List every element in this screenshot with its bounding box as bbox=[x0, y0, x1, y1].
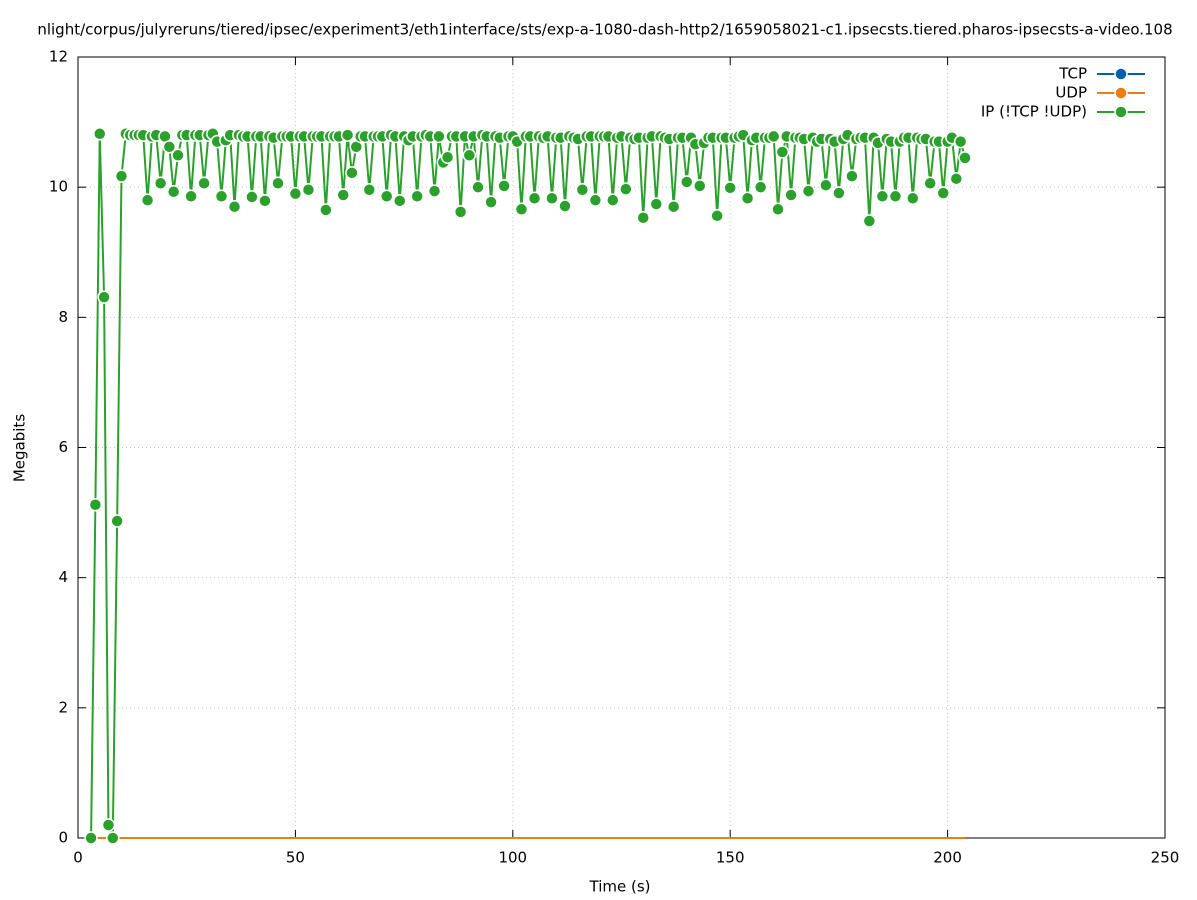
data-point bbox=[679, 175, 694, 189]
data-point bbox=[693, 179, 707, 193]
data-point bbox=[862, 214, 877, 228]
data-point bbox=[410, 189, 424, 204]
data-point bbox=[558, 199, 572, 213]
data-point bbox=[162, 140, 177, 154]
data-point bbox=[666, 199, 681, 214]
data-point bbox=[545, 191, 559, 205]
data-point bbox=[845, 169, 859, 183]
data-point bbox=[432, 129, 446, 144]
y-tick-label: 2 bbox=[58, 698, 68, 716]
data-point bbox=[953, 134, 968, 149]
chart-title: nlight/corpus/julyreruns/tiered/ipsec/ex… bbox=[37, 21, 1172, 39]
data-point bbox=[619, 182, 633, 196]
data-point bbox=[345, 166, 359, 180]
data-point bbox=[362, 183, 377, 197]
data-point bbox=[875, 189, 890, 204]
data-point bbox=[106, 831, 120, 845]
y-tick-label: 0 bbox=[58, 829, 68, 847]
x-tick-label: 50 bbox=[286, 849, 305, 867]
data-point bbox=[753, 180, 768, 194]
data-point bbox=[575, 183, 590, 197]
data-point bbox=[923, 176, 937, 191]
data-point bbox=[214, 189, 229, 204]
data-point bbox=[271, 176, 285, 191]
data-point bbox=[197, 176, 211, 191]
data-point bbox=[801, 184, 816, 198]
y-axis-label: Megabits bbox=[11, 414, 29, 482]
data-point bbox=[336, 188, 350, 202]
data-point bbox=[114, 169, 129, 183]
data-point bbox=[819, 178, 833, 192]
legend-marker bbox=[1114, 105, 1128, 119]
legend-label: TCP bbox=[1058, 65, 1087, 83]
data-point bbox=[527, 191, 542, 205]
x-tick-label: 150 bbox=[716, 849, 745, 867]
data-point bbox=[723, 181, 737, 195]
data-point bbox=[888, 189, 903, 204]
data-point bbox=[936, 186, 951, 200]
x-tick-label: 250 bbox=[1151, 849, 1180, 867]
data-point bbox=[471, 180, 485, 194]
x-tick-label: 100 bbox=[498, 849, 527, 867]
data-point bbox=[832, 186, 846, 200]
data-point bbox=[440, 150, 455, 164]
y-tick-label: 8 bbox=[58, 308, 68, 326]
data-point bbox=[649, 197, 664, 211]
data-point bbox=[288, 186, 303, 201]
data-point bbox=[258, 194, 272, 208]
data-point bbox=[606, 193, 620, 207]
data-point bbox=[784, 188, 798, 202]
data-point bbox=[958, 151, 972, 165]
data-point bbox=[427, 184, 442, 198]
data-point bbox=[227, 199, 242, 214]
data-point bbox=[710, 209, 724, 223]
data-point bbox=[514, 202, 529, 217]
y-tick-label: 12 bbox=[49, 48, 68, 66]
data-point bbox=[301, 183, 316, 197]
data-point bbox=[92, 127, 107, 141]
x-tick-label: 0 bbox=[73, 849, 83, 867]
data-point bbox=[184, 189, 198, 204]
data-point bbox=[484, 195, 498, 209]
data-point bbox=[766, 129, 781, 144]
data-point bbox=[771, 202, 785, 217]
data-point bbox=[740, 191, 755, 205]
data-point bbox=[340, 128, 355, 142]
data-point bbox=[636, 211, 650, 225]
data-point bbox=[319, 203, 333, 217]
data-point bbox=[153, 176, 168, 191]
data-point bbox=[84, 831, 98, 845]
data-point bbox=[88, 498, 103, 512]
legend-label: UDP bbox=[1055, 84, 1087, 102]
y-tick-label: 10 bbox=[49, 178, 68, 196]
data-point bbox=[775, 145, 790, 159]
data-point bbox=[140, 193, 155, 207]
data-point bbox=[393, 194, 407, 208]
x-axis-label: Time (s) bbox=[589, 878, 651, 896]
data-point bbox=[588, 193, 603, 207]
data-point bbox=[462, 148, 477, 163]
data-point bbox=[166, 184, 181, 199]
data-point bbox=[101, 818, 116, 832]
legend-marker bbox=[1114, 86, 1128, 100]
data-point bbox=[171, 148, 185, 163]
data-point bbox=[949, 171, 964, 186]
legend-label: IP (!TCP !UDP) bbox=[981, 103, 1087, 121]
legend-marker bbox=[1114, 67, 1128, 81]
data-point bbox=[97, 290, 111, 304]
data-point bbox=[110, 514, 124, 528]
y-tick-label: 4 bbox=[58, 568, 68, 586]
data-point bbox=[497, 179, 511, 193]
data-point bbox=[453, 205, 468, 219]
data-point bbox=[379, 189, 394, 204]
x-tick-label: 200 bbox=[933, 849, 962, 867]
data-point bbox=[245, 190, 259, 204]
data-point bbox=[906, 191, 920, 205]
y-tick-label: 6 bbox=[58, 438, 68, 456]
